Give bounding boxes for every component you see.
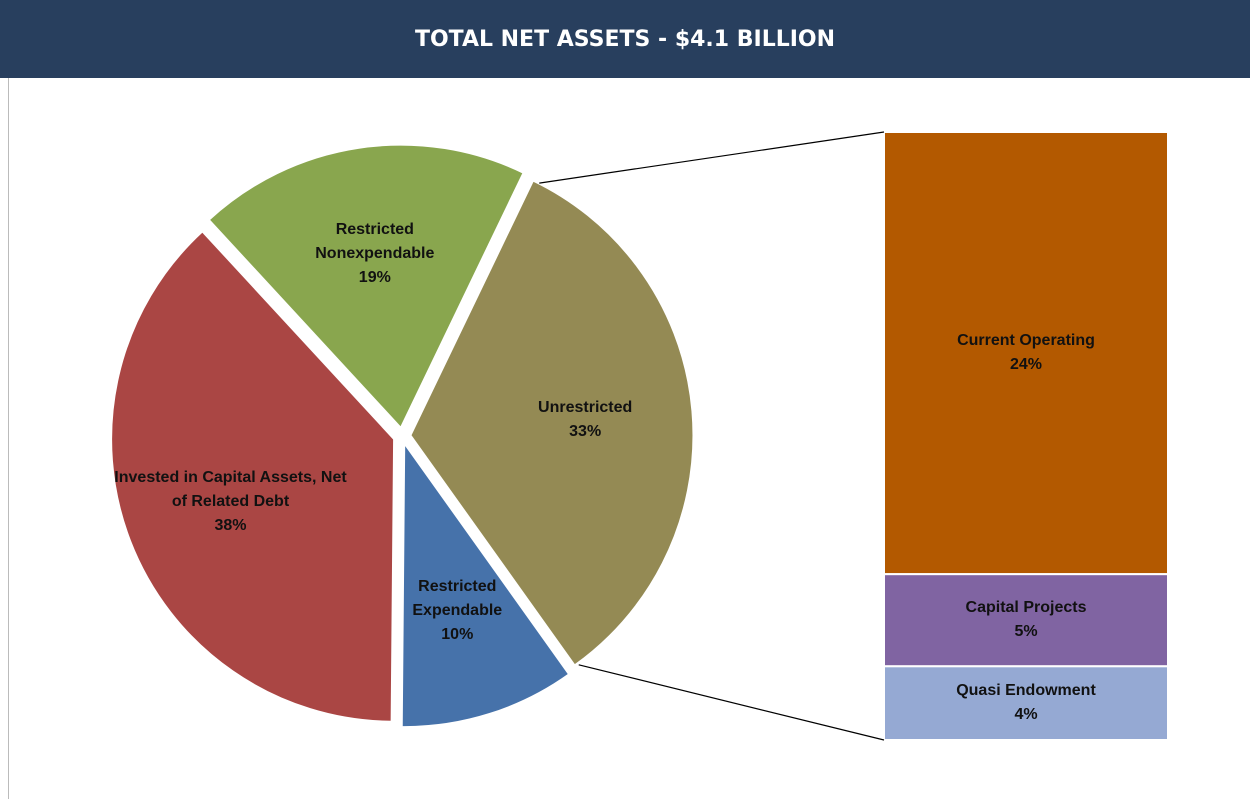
segment-label: Current Operating 24% [906, 329, 1146, 377]
pie-slice [401, 443, 570, 728]
segment-value: 5% [1014, 623, 1038, 641]
bar-segment [883, 665, 1169, 742]
slice-value: 38% [214, 517, 247, 535]
segment-label: Quasi Endowment 4% [906, 679, 1146, 727]
segment-label: Capital Projects 5% [906, 596, 1146, 644]
slice-label: Restricted Expendable 10% [392, 575, 522, 647]
segment-name: Quasi Endowment [956, 682, 1096, 700]
pie-slice [208, 144, 524, 428]
slice-value: 10% [441, 626, 474, 644]
slice-label: Restricted Nonexpendable 19% [300, 218, 450, 290]
frame-border [8, 78, 9, 799]
slice-label: Unrestricted 33% [510, 396, 660, 444]
connector-line [539, 131, 885, 184]
bar-segment [883, 573, 1169, 668]
slice-label: Invested in Capital Assets, Net of Relat… [113, 466, 348, 538]
slice-name: Invested in Capital Assets, Net of Relat… [114, 469, 347, 511]
segment-name: Current Operating [957, 332, 1095, 350]
segment-value: 4% [1014, 706, 1038, 724]
pie-slice [410, 180, 694, 666]
slice-value: 19% [358, 269, 391, 287]
slice-name: Unrestricted [538, 399, 633, 417]
segment-name: Capital Projects [965, 599, 1087, 617]
pie-slice [111, 231, 395, 722]
connector-line [578, 664, 885, 741]
chart-title: TOTAL NET ASSETS - $4.1 BILLION [0, 0, 1250, 78]
bar-segment [883, 131, 1169, 576]
slice-value: 33% [569, 423, 602, 441]
slice-name: Restricted Nonexpendable [315, 221, 435, 263]
segment-value: 24% [1009, 356, 1043, 374]
slice-name: Restricted Expendable [412, 578, 503, 620]
